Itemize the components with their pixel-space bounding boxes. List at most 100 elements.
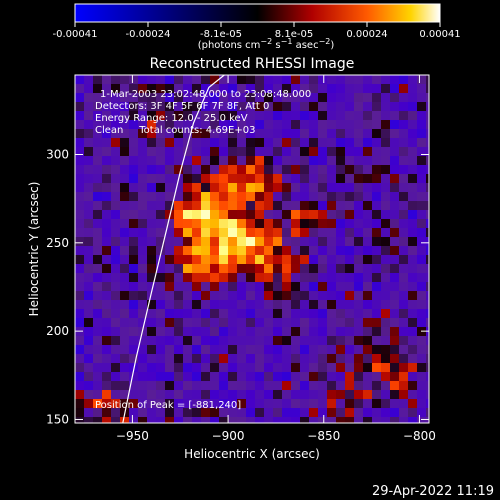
heatmap-cell [246, 246, 256, 256]
heatmap-cell [237, 327, 247, 337]
heatmap-cell [210, 228, 220, 238]
heatmap-cell [183, 210, 193, 220]
heatmap-cell [336, 210, 346, 220]
heatmap-cell [138, 183, 148, 193]
heatmap-cell [147, 309, 157, 319]
heatmap-cell [75, 309, 85, 319]
heatmap-cell [120, 345, 130, 355]
heatmap-cell [111, 111, 121, 121]
heatmap-cell [201, 354, 211, 364]
heatmap-cell [129, 228, 139, 238]
heatmap-cell [102, 183, 112, 193]
heatmap-cell [282, 417, 292, 423]
heatmap-cell [390, 255, 400, 265]
heatmap-cell [345, 75, 355, 85]
heatmap-cell [408, 264, 418, 274]
heatmap-cell [201, 282, 211, 292]
heatmap-cell [93, 219, 103, 229]
heatmap-cell [138, 147, 148, 157]
heatmap-cell [183, 192, 193, 202]
heatmap-cell [345, 228, 355, 238]
heatmap-cell [273, 390, 283, 400]
heatmap-cell [408, 300, 418, 310]
heatmap-cell [291, 93, 301, 103]
heatmap-cell [129, 165, 139, 175]
heatmap-cell [273, 129, 283, 139]
heatmap-cell [219, 228, 229, 238]
heatmap-cell [399, 282, 409, 292]
heatmap-cell [345, 354, 355, 364]
heatmap-cell [102, 282, 112, 292]
heatmap-cell [336, 246, 346, 256]
heatmap-cell [381, 309, 391, 319]
heatmap-cell [282, 138, 292, 148]
heatmap-cell [174, 192, 184, 202]
heatmap-cell [93, 282, 103, 292]
heatmap-cell [147, 201, 157, 211]
heatmap-cell [246, 237, 256, 247]
heatmap-cell [246, 354, 256, 364]
heatmap-cell [147, 165, 157, 175]
heatmap-cell [174, 264, 184, 274]
heatmap-cell [228, 408, 238, 418]
heatmap-cell [318, 129, 328, 139]
heatmap-cell [255, 399, 265, 409]
heatmap-cell [318, 237, 328, 247]
heatmap-cell [336, 129, 346, 139]
heatmap-cell [309, 318, 319, 328]
heatmap-cell [93, 273, 103, 283]
heatmap-cell [291, 192, 301, 202]
heatmap-cell [75, 183, 85, 193]
heatmap-cell [120, 219, 130, 229]
heatmap-cell [273, 219, 283, 229]
heatmap-cell [156, 147, 166, 157]
heatmap-cell [318, 354, 328, 364]
heatmap-cell [120, 93, 130, 103]
heatmap-cell [354, 147, 364, 157]
heatmap-cell [210, 408, 220, 418]
heatmap-cell [336, 183, 346, 193]
heatmap-cell [174, 273, 184, 283]
heatmap-cell [246, 75, 256, 85]
heatmap-cell [282, 75, 292, 85]
heatmap-cell [210, 399, 220, 409]
heatmap-cell [381, 93, 391, 103]
heatmap-cell [390, 237, 400, 247]
heatmap-cell [399, 237, 409, 247]
heatmap-cell [309, 273, 319, 283]
heatmap-cell [327, 228, 337, 238]
heatmap-cell [381, 156, 391, 166]
heatmap-cell [345, 255, 355, 265]
heatmap-image [75, 75, 429, 423]
heatmap-cell [282, 246, 292, 256]
heatmap-cell [219, 345, 229, 355]
heatmap-cell [309, 291, 319, 301]
heatmap-cell [282, 129, 292, 139]
heatmap-cell [363, 282, 373, 292]
heatmap-cell [390, 102, 400, 112]
heatmap-cell [255, 318, 265, 328]
heatmap-cell [273, 399, 283, 409]
heatmap-cell [300, 399, 310, 409]
heatmap-cell [120, 129, 130, 139]
heatmap-cell [426, 408, 429, 418]
heatmap-cell [282, 192, 292, 202]
heatmap-cell [363, 309, 373, 319]
heatmap-cell [390, 174, 400, 184]
heatmap-cell [255, 129, 265, 139]
heatmap-cell [165, 93, 175, 103]
heatmap-cell [219, 318, 229, 328]
heatmap-cell [426, 354, 429, 364]
heatmap-cell [426, 183, 429, 193]
heatmap-cell [174, 372, 184, 382]
heatmap-cell [156, 129, 166, 139]
heatmap-cell [354, 282, 364, 292]
heatmap-cell [120, 84, 130, 94]
heatmap-cell [84, 399, 94, 409]
heatmap-cell [291, 201, 301, 211]
heatmap-cell [345, 327, 355, 337]
heatmap-cell [318, 399, 328, 409]
heatmap-cell [237, 399, 247, 409]
heatmap-cell [201, 408, 211, 418]
heatmap-cell [201, 318, 211, 328]
